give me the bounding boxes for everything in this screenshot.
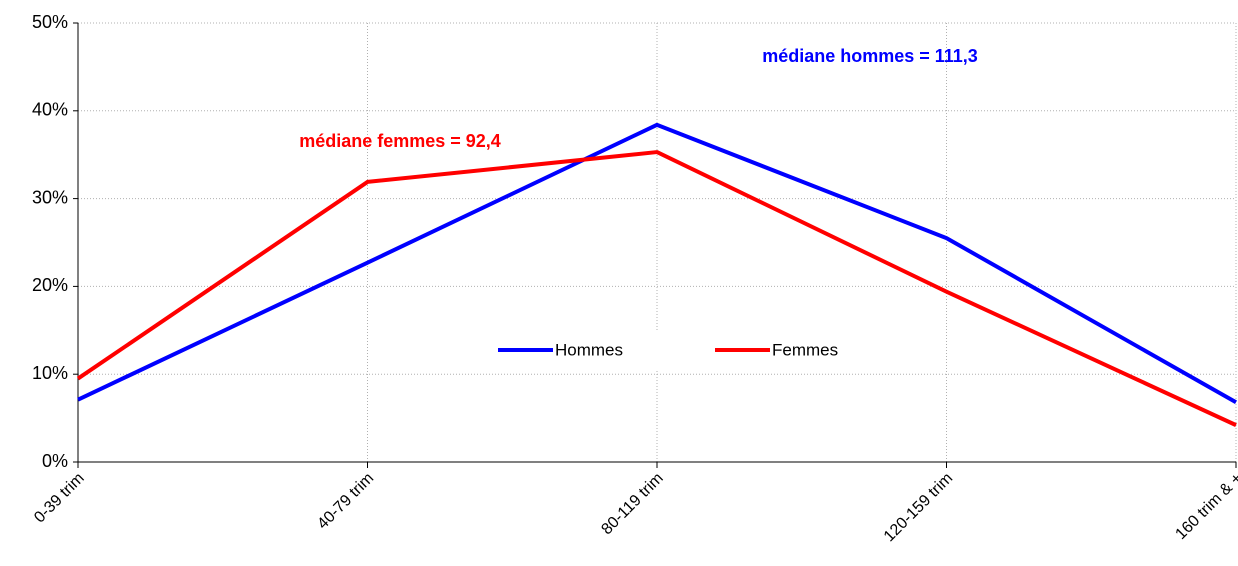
- x-tick-label: 40-79 trim: [314, 470, 377, 533]
- y-tick-label: 50%: [32, 12, 68, 32]
- legend-label: Hommes: [555, 340, 623, 359]
- y-tick-label: 30%: [32, 187, 68, 207]
- series-line: [77, 122, 1237, 405]
- x-tick-label: 80-119 trim: [598, 470, 666, 538]
- y-tick-label: 0%: [42, 451, 68, 471]
- series-line: [76, 150, 1237, 427]
- x-tick-label: 0-39 trim: [31, 470, 88, 527]
- legend-label: Femmes: [772, 340, 838, 359]
- x-tick-label: 160 trim & +: [1172, 470, 1238, 543]
- y-tick-label: 20%: [32, 275, 68, 295]
- y-tick-label: 10%: [32, 363, 68, 383]
- annotation: médiane hommes = 111,3: [762, 46, 978, 66]
- y-tick-label: 40%: [32, 100, 68, 120]
- annotation: médiane femmes = 92,4: [299, 131, 501, 151]
- x-tick-label: 120-159 trim: [881, 470, 957, 546]
